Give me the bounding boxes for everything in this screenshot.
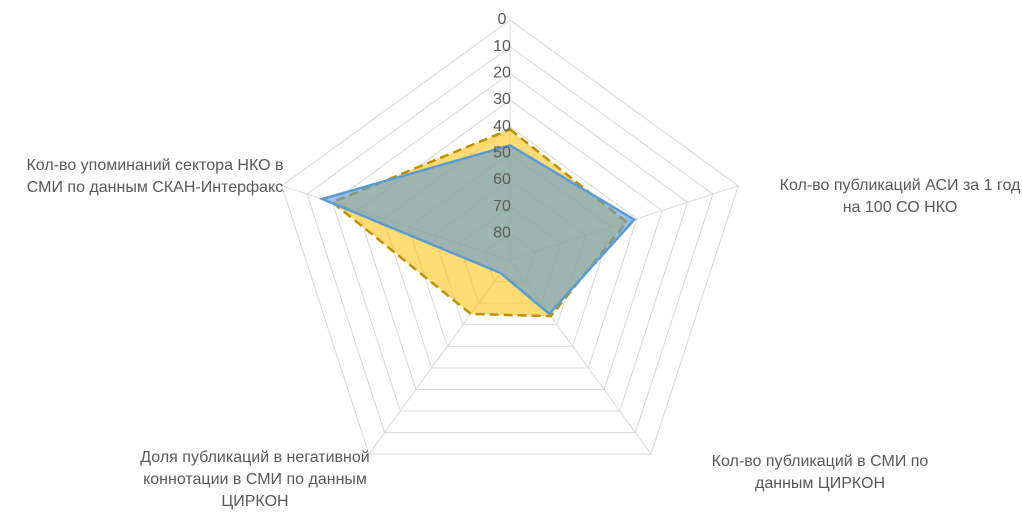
tick-label: 20 [493,65,511,82]
grid-ring [281,19,739,455]
tick-label: 30 [493,91,511,108]
tick-label: 10 [493,38,511,55]
axis-label: Кол-во публикаций АСИ за 1 год на 100 СО… [779,177,1021,216]
axis-label: Кол-во упоминаний сектора НКО в СМИ по д… [26,157,284,196]
grid-ring [306,46,714,434]
grid-ring [331,72,689,412]
axis-label: Доля публикаций в негативной коннотации … [140,449,370,510]
tick-label: 50 [493,145,511,162]
series-area [318,143,637,316]
tick-label: 60 [493,171,511,188]
tick-label: 40 [493,118,511,135]
axis-label: Кол-во публикаций в СМИ по данным ЦИРКОН [711,453,929,492]
tick-label: 70 [493,198,511,215]
tick-label: 80 [493,225,511,242]
tick-label: 0 [498,11,507,28]
